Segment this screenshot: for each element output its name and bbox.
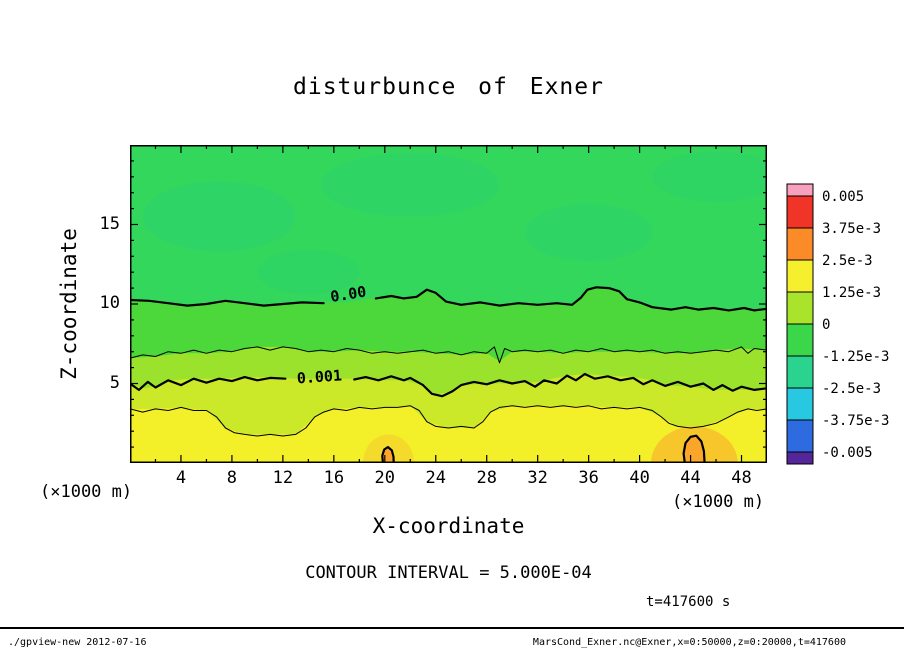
contour-line [130, 405, 767, 437]
colorbar-tick-label: -1.25e-3 [822, 349, 889, 365]
x-unit-right-label: (×1000 m) [672, 492, 765, 512]
colorbar-cell [786, 259, 814, 293]
colorbar-tick-label: 2.5e-3 [822, 253, 873, 269]
colorbar-cell [786, 183, 814, 197]
x-tick-label: 12 [272, 468, 294, 488]
colorbar-cell [786, 195, 814, 229]
x-axis-label: X-coordinate [372, 514, 525, 538]
time-label: t=417600 s [646, 594, 731, 610]
footer-rule [0, 627, 904, 629]
contour-label: 0.00 [329, 283, 367, 306]
x-tick-label: 48 [731, 468, 752, 488]
x-tick-label: 4 [175, 468, 187, 488]
colorbar-cell [786, 355, 814, 389]
colorbar-cell [786, 227, 814, 261]
colorbar-cell [786, 451, 814, 465]
contour-line [130, 298, 325, 307]
fill-patch [524, 203, 653, 262]
contour-line [374, 286, 767, 312]
contour-line [353, 372, 767, 398]
closed-contour [682, 434, 706, 463]
colorbar-tick-label: -2.5e-3 [822, 381, 881, 397]
x-tick-label: 20 [374, 468, 396, 488]
colorbar-cell [786, 323, 814, 357]
contour-line [130, 346, 767, 364]
colorbar-tick-label: 0 [822, 317, 830, 333]
x-tick-label: 44 [680, 468, 701, 488]
plot-title: disturbunce of Exner [293, 74, 604, 100]
colorbar-tick-label: 1.25e-3 [822, 285, 881, 301]
fill-patch [652, 151, 767, 203]
contour-interval-label: CONTOUR INTERVAL = 5.000E-04 [305, 563, 592, 583]
footer-right-text: MarsCond_Exner.nc@Exner,x=0:50000,z=0:20… [532, 637, 846, 648]
colorbar-cell [786, 291, 814, 325]
fill-patch [142, 181, 296, 252]
colorbar-tick-label: -3.75e-3 [822, 413, 889, 429]
contour-line [130, 376, 287, 391]
x-unit-left-label: (×1000 m) [40, 482, 133, 502]
x-tick-label: 24 [425, 468, 446, 488]
fill-band [130, 405, 767, 463]
fill-patch [321, 153, 500, 217]
x-tick-label: 8 [226, 468, 238, 488]
y-tick-label: 10 [99, 293, 120, 313]
closed-contour [381, 446, 395, 463]
x-tick-label: 40 [629, 468, 650, 488]
contour-label: 0.001 [296, 366, 342, 387]
plot-frame [130, 145, 767, 463]
x-tick-label: 28 [476, 468, 497, 488]
colorbar-cell [786, 419, 814, 453]
colorbar-tick-label: -0.005 [822, 445, 873, 461]
colorbar-cell [786, 387, 814, 421]
x-tick-label: 32 [527, 468, 548, 488]
colorbar-tick-label: 0.005 [822, 189, 864, 205]
x-tick-label: 16 [323, 468, 345, 488]
y-tick-label: 15 [99, 213, 120, 234]
colorbar-tick-label: 3.75e-3 [822, 221, 881, 237]
x-tick-label: 36 [578, 468, 599, 488]
colorbar-svg: 0.005 3.75e-3 2.5e-3 1.25e-3 0 -1.25e-3 -2.5e-… [786, 183, 889, 465]
footer-left-text: ./gpview-new 2012-07-16 [8, 637, 147, 648]
contour-plot-svg: 0.00 0.001 [130, 145, 767, 463]
fill-patch [257, 249, 360, 295]
y-tick-label: 5 [109, 372, 120, 393]
